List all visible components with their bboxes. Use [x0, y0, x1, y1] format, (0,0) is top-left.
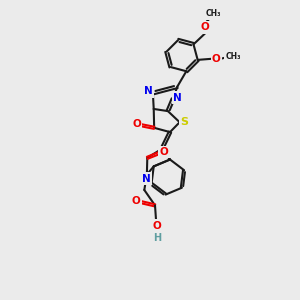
Text: N: N [173, 93, 182, 103]
Text: CH₃: CH₃ [206, 9, 222, 18]
Text: O: O [152, 220, 161, 230]
Text: H: H [153, 233, 161, 243]
Text: S: S [180, 117, 188, 127]
Text: CH₃: CH₃ [226, 52, 241, 61]
Text: N: N [144, 86, 153, 96]
Text: O: O [159, 147, 168, 157]
Text: O: O [132, 119, 141, 129]
Text: O: O [212, 54, 221, 64]
Text: O: O [201, 22, 210, 32]
Text: N: N [142, 174, 151, 184]
Text: O: O [132, 196, 141, 206]
